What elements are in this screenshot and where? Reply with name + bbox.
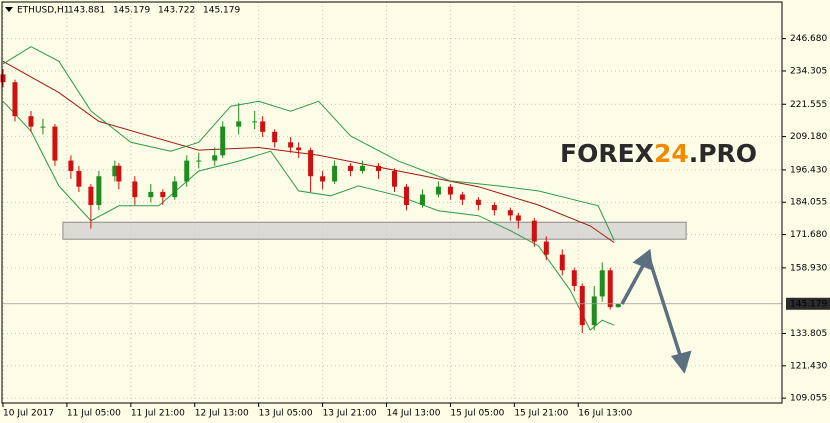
y-tick-label: 246.680 (790, 34, 827, 44)
grid (2, 2, 782, 403)
candle-body (220, 126, 226, 156)
symbol: ETHUSD,H1 (17, 6, 70, 16)
candle-body (52, 126, 58, 161)
candle-body (376, 165, 382, 172)
candle-body (475, 199, 481, 205)
candle-body (507, 210, 513, 216)
y-tick-label: 196.430 (790, 165, 827, 175)
candle-body (591, 296, 597, 326)
y-tick-label: 221.555 (790, 100, 827, 110)
y-tick-label: 209.180 (790, 132, 827, 142)
candle-body (559, 254, 565, 271)
candle-body (236, 121, 242, 127)
candle-body (348, 165, 354, 172)
ohlc-low: 143.722 (158, 6, 195, 16)
candle-body (272, 131, 278, 143)
candle-body (391, 171, 397, 187)
candle-body (571, 270, 577, 286)
y-tick-label: 109.055 (790, 394, 827, 404)
candle-body (419, 194, 425, 205)
candle-body (12, 82, 18, 117)
x-tick-label: 12 Jul 13:00 (195, 409, 249, 419)
watermark-part: .PRO (689, 139, 757, 168)
x-tick-label: 13 Jul 21:00 (323, 409, 377, 419)
candle-body (116, 165, 122, 182)
ohlc-high: 145.179 (113, 6, 150, 16)
watermark-part: 24 (654, 139, 689, 168)
candle-body (76, 171, 82, 187)
arrow-down (647, 257, 683, 359)
last-price-box (786, 297, 830, 310)
symbol-icon (5, 7, 13, 12)
arrow-up (620, 261, 647, 305)
candle-body (96, 176, 102, 205)
candle-body (296, 147, 302, 151)
candle-body (515, 215, 521, 221)
candle-body (360, 165, 366, 172)
candle-body (172, 181, 178, 198)
candle-body (435, 186, 441, 195)
indicator-line (2, 100, 615, 331)
candle-body (112, 165, 118, 177)
y-tick-label: 171.680 (790, 230, 827, 240)
ohlc-open: 143.881 (68, 6, 105, 16)
x-tick-label: 13 Jul 05:00 (259, 409, 313, 419)
candle-body (607, 270, 613, 308)
candle-body (288, 142, 294, 148)
x-tick-label: 11 Jul 21:00 (131, 409, 185, 419)
y-tick-label: 121.430 (790, 361, 827, 371)
candle-body (196, 160, 202, 162)
x-tick-label: 14 Jul 13:00 (387, 409, 441, 419)
candle-body (0, 74, 6, 83)
candle-body (68, 160, 74, 172)
candle-body (459, 194, 465, 200)
indicator-line (2, 60, 615, 244)
ohlc-close: 145.179 (203, 6, 240, 16)
y-tick-label: 184.055 (790, 198, 827, 208)
candle-body (212, 155, 218, 161)
candle-body (447, 186, 453, 195)
candle-body (615, 303, 621, 308)
candle-body (160, 191, 166, 198)
indicator-line (2, 46, 615, 241)
candle-body (308, 150, 314, 177)
y-tick-label: 234.305 (790, 66, 827, 76)
plot (0, 46, 782, 333)
forecast-arrows (620, 248, 692, 374)
candle-body (40, 126, 46, 128)
candle-body (332, 165, 338, 182)
candle-body (599, 270, 605, 297)
price-zone (62, 221, 687, 240)
arrow-head (671, 350, 692, 374)
x-tick-label: 10 Jul 2017 (3, 409, 54, 419)
candle-body (579, 285, 585, 326)
candle-body (132, 181, 138, 198)
last-price-label: 145.179 (790, 299, 827, 309)
y-tick-label: 158.930 (790, 263, 827, 273)
candle-body (543, 241, 549, 255)
x-tick-label: 11 Jul 05:00 (67, 409, 121, 419)
candle-body (252, 121, 258, 123)
watermark-part: FOREX (560, 139, 654, 168)
x-tick-label: 15 Jul 21:00 (514, 409, 568, 419)
x-tick-label: 16 Jul 13:00 (578, 409, 632, 419)
y-tick-label: 133.805 (790, 329, 827, 339)
candle-body (403, 186, 409, 205)
candle-body (531, 220, 537, 242)
x-tick-label: 15 Jul 05:00 (450, 409, 504, 419)
candle-body (260, 121, 266, 132)
candle-body (184, 160, 190, 182)
watermark: FOREX24.PRO (560, 139, 757, 168)
candle-body (88, 186, 94, 205)
candle-body (28, 116, 34, 127)
candle-body (148, 191, 154, 198)
candle-body (491, 204, 497, 211)
candle-body (320, 176, 326, 182)
